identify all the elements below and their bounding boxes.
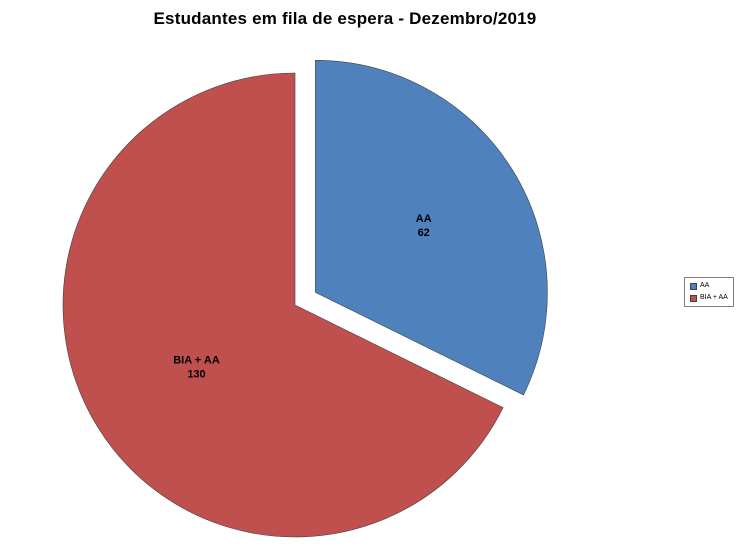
legend: AA BIA + AA: [684, 277, 734, 307]
pie-slice-label: BIA + AA 130: [173, 354, 220, 380]
legend-item-label: BIA + AA: [700, 294, 728, 301]
legend-item-label: AA: [700, 282, 710, 289]
legend-item: BIA + AA: [690, 294, 728, 302]
legend-swatch: [690, 294, 697, 302]
pie-slice-bia-aa: [62, 72, 504, 538]
pie-slice-aa: [315, 60, 548, 396]
legend-swatch: [690, 282, 697, 290]
pie-slice-label: AA 62: [416, 213, 432, 239]
chart-title: Estudantes em fila de espera - Dezembro/…: [153, 9, 537, 28]
legend-item: AA: [690, 282, 728, 290]
